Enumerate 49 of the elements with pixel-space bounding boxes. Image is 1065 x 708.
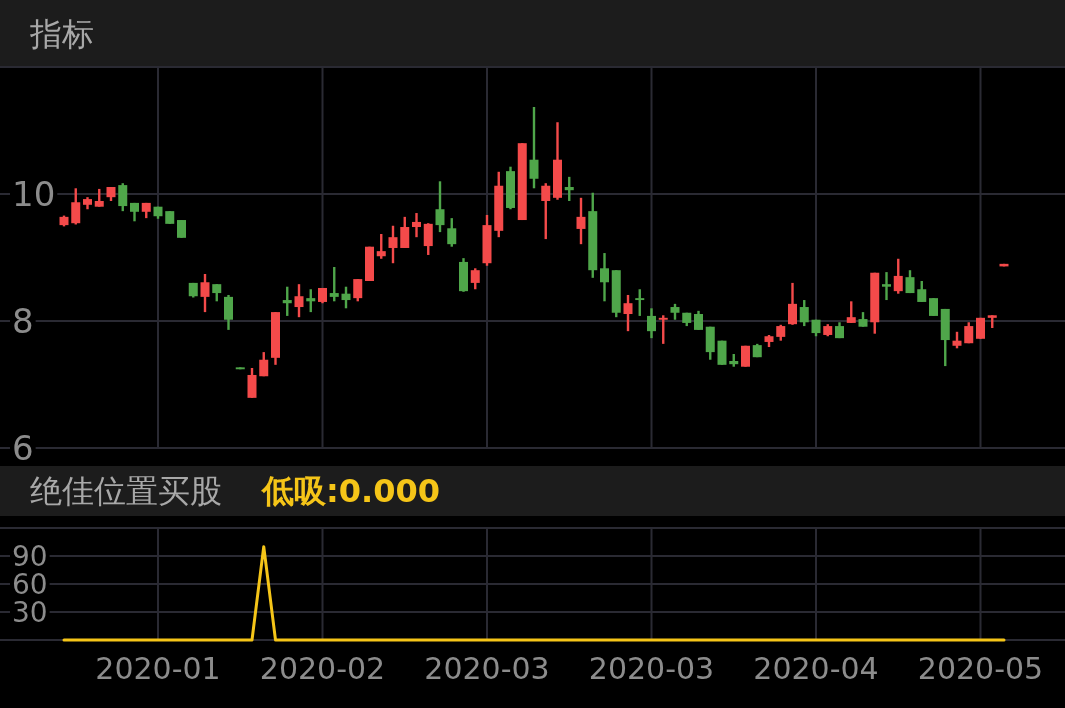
y-tick-label: 6 xyxy=(12,428,34,468)
candlestick xyxy=(564,175,574,203)
candlestick xyxy=(200,272,210,314)
candlestick xyxy=(259,350,269,378)
candlestick xyxy=(882,270,891,302)
candlestick xyxy=(658,314,668,346)
x-tick-label: 2020-03 xyxy=(424,650,550,686)
candlestick xyxy=(600,251,609,303)
candlestick xyxy=(541,182,551,241)
candlestick xyxy=(647,307,656,340)
candlestick xyxy=(353,277,363,303)
candlestick xyxy=(846,300,856,325)
x-tick-label: 2020-01 xyxy=(95,650,221,686)
candlestick xyxy=(447,216,457,248)
candlestick xyxy=(623,293,633,333)
chart-title: 指标 xyxy=(29,14,94,53)
candlestick xyxy=(118,182,128,213)
candlestick xyxy=(576,196,586,246)
x-tick-label: 2020-05 xyxy=(917,650,1044,686)
y-tick-label: 10 xyxy=(12,174,56,214)
candlestick xyxy=(341,285,351,310)
chart-title: 绝佳位置买股 xyxy=(30,472,222,510)
candlestick xyxy=(893,257,903,295)
candlestick xyxy=(788,281,797,327)
x-tick-label: 2020-03 xyxy=(588,650,715,686)
candlestick xyxy=(635,288,645,318)
candlestick xyxy=(388,224,398,265)
candlestick xyxy=(71,187,81,226)
text: :0.000 xyxy=(326,472,441,510)
series-label: 低吸 xyxy=(260,472,327,510)
candlestick xyxy=(306,288,316,314)
candlestick xyxy=(529,105,539,190)
candlestick xyxy=(412,211,421,239)
candlestick xyxy=(247,366,257,400)
candlestick xyxy=(376,232,386,260)
candlestick xyxy=(423,222,433,257)
y-tick-label: 8 xyxy=(12,301,34,341)
x-tick-label: 2020-02 xyxy=(259,650,386,686)
candlestick xyxy=(282,285,292,318)
candlestick xyxy=(294,282,304,319)
candlestick xyxy=(224,293,233,332)
candlestick xyxy=(799,298,809,328)
candlestick xyxy=(470,267,480,291)
candlestick xyxy=(435,180,445,234)
x-tick-label: 2020-04 xyxy=(753,650,879,686)
candlestick xyxy=(694,309,703,332)
candlestick xyxy=(329,265,339,303)
candlestick xyxy=(917,279,927,304)
candlestick xyxy=(400,215,410,250)
